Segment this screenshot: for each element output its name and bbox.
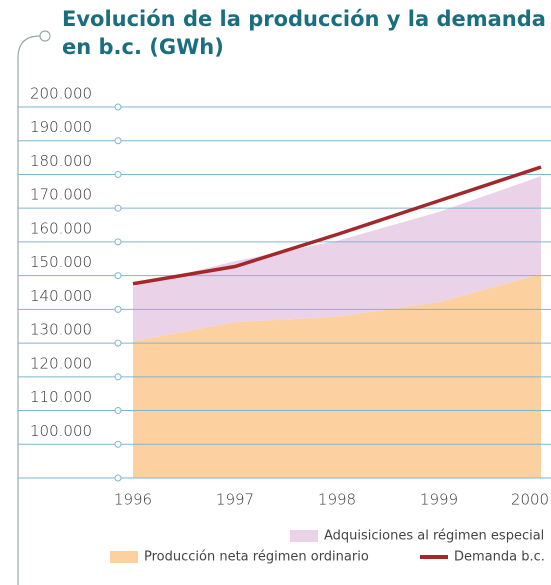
- legend-label: Adquisiciones al régimen especial: [324, 529, 544, 544]
- chart-title: Evolución de la producción y la demanda: [62, 7, 546, 31]
- tick-dot: [114, 339, 122, 347]
- y-tick-label: 190.000: [30, 118, 92, 136]
- legend-label: Producción neta régimen ordinario: [144, 550, 369, 565]
- legend-swatch: [110, 551, 138, 563]
- legend-swatch: [420, 555, 448, 559]
- y-tick-label: 170.000: [30, 186, 92, 204]
- area: [133, 176, 541, 342]
- x-tick-label: 1996: [114, 491, 152, 509]
- y-tick-label: 120.000: [30, 354, 92, 372]
- tick-dot: [114, 238, 122, 246]
- y-tick-label: 150.000: [30, 253, 92, 271]
- tick-dot: [114, 103, 122, 111]
- decor-circle: [39, 30, 51, 42]
- line: [132, 165, 542, 286]
- tick-dot: [114, 474, 122, 482]
- legend-label: Demanda b.c.: [454, 550, 545, 565]
- legend-swatch: [290, 530, 318, 542]
- y-tick-label: 200.000: [30, 85, 92, 103]
- y-tick-label: 130.000: [30, 321, 92, 339]
- y-tick-label: 110.000: [30, 388, 92, 406]
- tick-dot: [114, 407, 122, 415]
- x-tick-label: 2000: [511, 491, 549, 509]
- x-tick-label: 1999: [420, 491, 458, 509]
- y-tick-label: 100.000: [30, 422, 92, 440]
- decor-line: [17, 35, 41, 585]
- tick-dot: [114, 170, 122, 178]
- tick-dot: [114, 440, 122, 448]
- y-tick-label: 140.000: [30, 287, 92, 305]
- x-tick-label: 1997: [216, 491, 254, 509]
- y-tick-label: 180.000: [30, 152, 92, 170]
- y-tick-label: 160.000: [30, 219, 92, 237]
- x-tick-label: 1998: [318, 491, 356, 509]
- tick-dot: [114, 137, 122, 145]
- area: [133, 273, 541, 478]
- chart-title: en b.c. (GWh): [62, 35, 224, 59]
- tick-dot: [114, 204, 122, 212]
- tick-dot: [114, 305, 122, 313]
- tick-dot: [114, 272, 122, 280]
- tick-dot: [114, 373, 122, 381]
